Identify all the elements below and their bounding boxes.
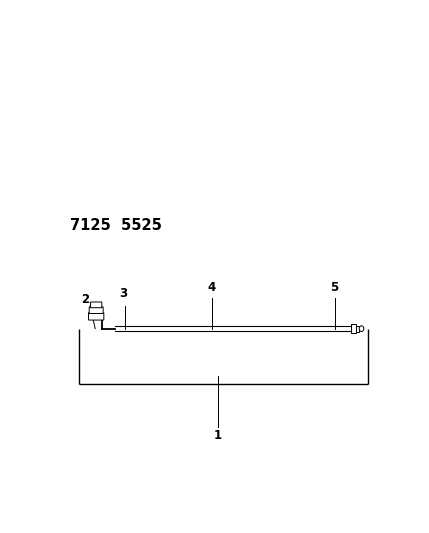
Text: 5: 5 bbox=[330, 281, 338, 294]
Text: 3: 3 bbox=[119, 287, 127, 300]
Text: 7125  5525: 7125 5525 bbox=[70, 218, 162, 233]
Text: 4: 4 bbox=[208, 281, 216, 294]
FancyBboxPatch shape bbox=[356, 326, 359, 332]
FancyBboxPatch shape bbox=[89, 307, 103, 313]
FancyBboxPatch shape bbox=[88, 313, 104, 320]
Circle shape bbox=[359, 326, 364, 332]
FancyBboxPatch shape bbox=[351, 324, 356, 333]
Text: 2: 2 bbox=[81, 294, 89, 306]
Text: 1: 1 bbox=[214, 429, 222, 442]
FancyBboxPatch shape bbox=[91, 302, 102, 308]
